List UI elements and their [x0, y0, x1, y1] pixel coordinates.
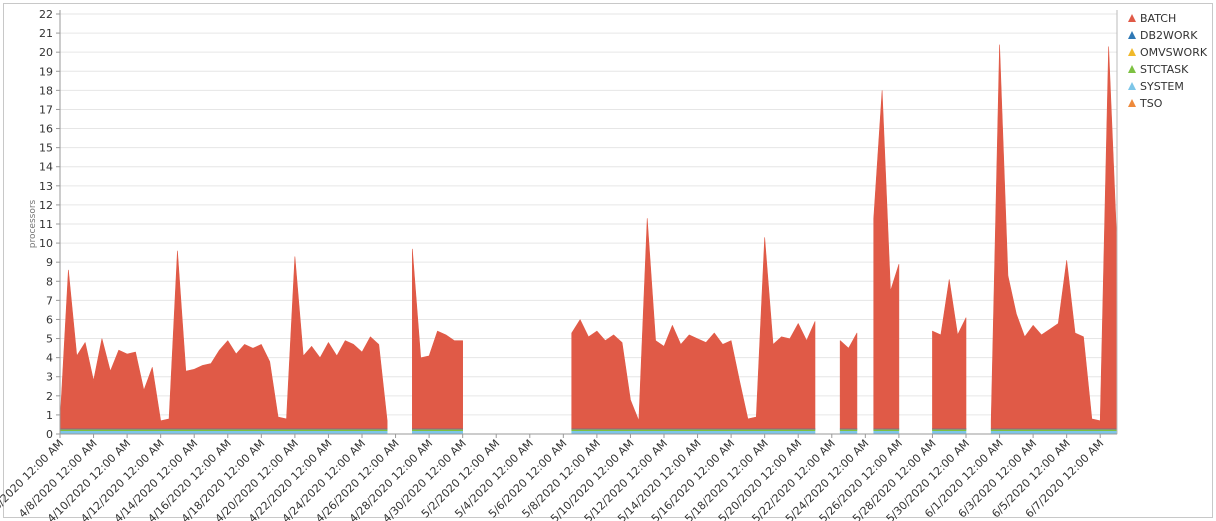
legend-marker — [1128, 14, 1136, 22]
y-tick-label: 1 — [46, 409, 53, 422]
area — [59, 430, 1118, 434]
y-tick-label: 5 — [46, 333, 53, 346]
y-tick-label: 8 — [46, 275, 53, 288]
legend-label: DB2WORK — [1140, 29, 1198, 42]
y-tick-label: 17 — [39, 103, 53, 116]
legend-label: SYSTEM — [1140, 80, 1184, 93]
y-tick-label: 18 — [39, 84, 53, 97]
legend-marker — [1128, 48, 1136, 56]
y-tick-label: 9 — [46, 256, 53, 269]
y-tick-label: 11 — [39, 218, 53, 231]
y-tick-label: 13 — [39, 180, 53, 193]
y-tick-label: 12 — [39, 199, 53, 212]
y-tick-label: 19 — [39, 65, 53, 78]
chart-frame — [3, 3, 1213, 518]
y-tick-label: 22 — [39, 8, 53, 21]
y-tick-label: 20 — [39, 46, 53, 59]
y-tick-label: 7 — [46, 294, 53, 307]
legend-label: TSO — [1139, 97, 1163, 110]
legend-label: STCTASK — [1140, 63, 1189, 76]
area — [59, 44, 1118, 429]
y-tick-label: 14 — [39, 161, 53, 174]
y-tick-label: 15 — [39, 142, 53, 155]
legend-marker — [1128, 99, 1136, 107]
legend-label: BATCH — [1140, 12, 1176, 25]
y-tick-label: 0 — [46, 428, 53, 441]
y-tick-label: 4 — [46, 352, 53, 365]
y-axis-label: processors — [28, 199, 38, 248]
y-tick-label: 16 — [39, 123, 53, 136]
y-tick-label: 10 — [39, 237, 53, 250]
y-tick-label: 3 — [46, 371, 53, 384]
legend-marker — [1128, 31, 1136, 39]
y-tick-label: 6 — [46, 313, 53, 326]
legend-marker — [1128, 65, 1136, 73]
areas — [59, 44, 1118, 435]
y-tick-label: 21 — [39, 27, 53, 40]
legend-marker — [1128, 82, 1136, 90]
y-tick-label: 2 — [46, 390, 53, 403]
legend-label: OMVSWORK — [1140, 46, 1208, 59]
